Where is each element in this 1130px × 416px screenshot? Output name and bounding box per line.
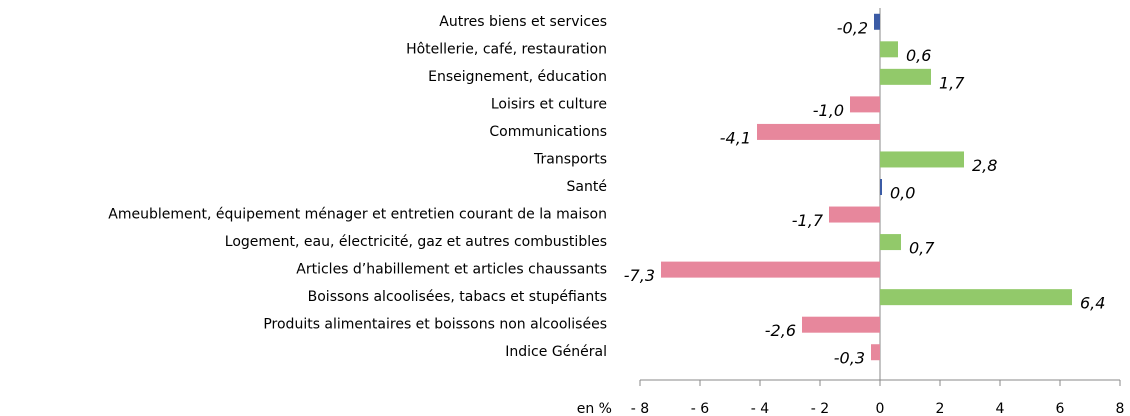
category-label: Transports <box>533 151 607 167</box>
x-tick-label: - 4 <box>751 401 770 416</box>
value-label: -4,1 <box>720 128 751 147</box>
category-label: Logement, eau, électricité, gaz et autre… <box>225 234 607 250</box>
value-label: -2,6 <box>765 321 796 340</box>
bar <box>661 261 880 278</box>
x-tick-label: - 8 <box>631 401 649 416</box>
category-label: Hôtellerie, café, restauration <box>406 41 607 57</box>
x-tick-label: 2 <box>936 401 945 416</box>
value-label: -0,3 <box>834 349 865 368</box>
bar <box>871 344 880 361</box>
x-tick-label: 4 <box>996 401 1005 416</box>
category-label: Produits alimentaires et boissons non al… <box>263 317 607 333</box>
category-label: Ameublement, équipement ménager et entre… <box>108 207 607 223</box>
x-tick-label: - 2 <box>811 401 829 416</box>
bar <box>802 316 880 333</box>
value-label: 1,7 <box>939 73 965 92</box>
bar <box>874 13 880 30</box>
value-label: -0,2 <box>837 18 868 37</box>
category-label: Autres biens et services <box>439 14 607 30</box>
category-label: Boissons alcoolisées, tabacs et stupéfia… <box>308 289 607 305</box>
x-axis-label: en % <box>577 401 612 416</box>
bar <box>880 151 964 168</box>
x-tick-label: 6 <box>1056 401 1065 416</box>
value-label: -7,3 <box>624 266 655 285</box>
value-label: 0,0 <box>890 184 915 203</box>
x-tick-label: 0 <box>876 401 885 416</box>
x-tick-label: 8 <box>1116 401 1125 416</box>
x-tick-label: - 6 <box>691 401 710 416</box>
category-label: Communications <box>489 124 607 140</box>
bar <box>880 68 931 85</box>
value-label: -1,0 <box>813 101 844 120</box>
value-label: 6,4 <box>1080 294 1105 313</box>
bar <box>880 289 1072 306</box>
bar <box>880 41 898 58</box>
value-label: 0,7 <box>909 239 935 258</box>
category-label: Loisirs et culture <box>491 96 607 112</box>
value-label: 0,6 <box>906 46 931 65</box>
value-label: -1,7 <box>792 211 824 230</box>
category-label: Santé <box>567 179 607 195</box>
bar <box>757 123 880 140</box>
bar <box>880 234 901 251</box>
category-label: Articles d’habillement et articles chaus… <box>296 262 607 278</box>
bar <box>829 206 880 223</box>
category-label: Indice Général <box>505 344 607 360</box>
value-label: 2,8 <box>972 156 997 175</box>
category-label: Enseignement, éducation <box>428 69 607 85</box>
bar <box>850 96 880 113</box>
bar <box>880 179 882 195</box>
